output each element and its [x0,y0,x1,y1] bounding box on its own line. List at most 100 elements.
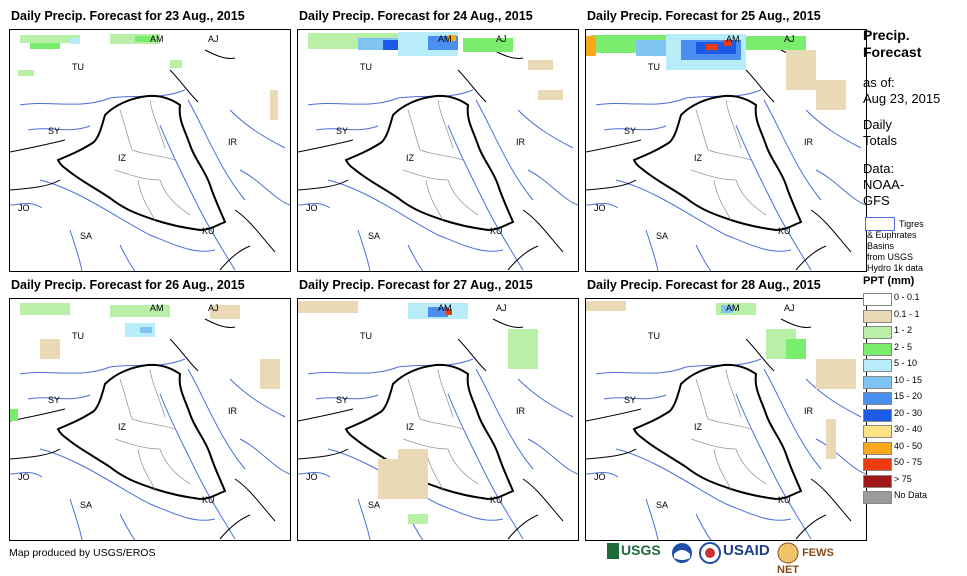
legend-swatch [863,458,892,471]
label-ir: IR [228,406,238,416]
legend-item: 1 - 2 [863,324,963,341]
label-am: AM [438,34,452,44]
label-am: AM [726,303,740,313]
panel-title: Daily Precip. Forecast for 28 Aug., 2015 [587,278,821,292]
basin-text: Tigres & Euphrates Basins from USGS Hydr… [863,219,963,274]
sidebar-title-line1: Precip. [863,27,910,43]
label-jo: JO [306,203,318,213]
map-graphic: AM AJ TU SY IZ IR JO SA KU [10,34,290,271]
forecast-panel-5: Daily Precip. Forecast for 27 Aug., 2015… [297,278,579,541]
legend-item: 50 - 75 [863,456,963,473]
label-sy: SY [336,126,348,136]
map-graphic: AM AJ TU SY IZ IR JO SA KU [298,301,578,540]
panel-title: Daily Precip. Forecast for 25 Aug., 2015 [587,9,821,23]
label-jo: JO [594,472,606,482]
label-sa: SA [80,500,92,510]
precip-map: AM AJ TU SY IZ IR JO SA KU [9,298,291,541]
as-of-date: Aug 23, 2015 [863,91,941,106]
label-sa: SA [656,231,668,241]
label-am: AM [150,34,164,44]
label-jo: JO [18,203,30,213]
label-tu: TU [72,331,84,341]
legend-swatch [863,359,892,372]
panel-title: Daily Precip. Forecast for 27 Aug., 2015 [299,278,533,292]
label-iz: IZ [118,153,127,163]
panel-title: Daily Precip. Forecast for 26 Aug., 2015 [11,278,245,292]
legend-label: 15 - 20 [894,391,923,401]
legend-item: 40 - 50 [863,440,963,457]
label-am: AM [438,303,452,313]
noaa-logo [671,542,693,568]
legend-swatch [863,326,892,339]
precip-map: AM AJ TU SY IZ IR JO SA KU [585,29,867,272]
label-ir: IR [804,137,814,147]
legend-swatch [863,293,892,306]
precip-map: AM AJ TU SY IZ IR JO SA KU [297,298,579,541]
legend-label: 40 - 50 [894,440,923,451]
totals-line1: Daily [863,117,892,132]
legend-item: 15 - 20 [863,390,963,407]
label-iz: IZ [694,153,703,163]
label-ku: KU [778,495,791,505]
basin-line3: Basins [867,241,895,251]
label-sy: SY [336,395,348,405]
label-ir: IR [516,137,526,147]
legend-swatch [863,309,892,323]
label-am: AM [726,34,740,44]
label-aj: AJ [496,34,507,44]
label-jo: JO [306,472,318,482]
basin-swatch [865,217,895,231]
legend-item: No Data [863,489,963,506]
label-ir: IR [804,406,814,416]
label-ku: KU [202,226,215,236]
legend-item: 0 - 0.1 [863,291,963,308]
totals-line2: Totals [863,133,897,148]
precip-cells [586,301,856,459]
label-sa: SA [368,500,380,510]
data-label: Data: [863,161,895,176]
label-tu: TU [648,331,660,341]
label-am: AM [150,303,164,313]
legend-item: 2 - 5 [863,341,963,358]
basin-line5: Hydro 1k data [867,263,924,273]
label-sy: SY [48,395,60,405]
legend-label: 10 - 15 [894,374,923,385]
forecast-panel-4: Daily Precip. Forecast for 26 Aug., 2015… [9,278,291,541]
forecast-panel-1: Daily Precip. Forecast for 23 Aug., 2015… [9,9,291,272]
fewsnet-logo: FEWS NET [777,542,853,576]
label-tu: TU [648,62,660,72]
legend-swatch [863,425,892,438]
label-ku: KU [490,226,503,236]
precip-cells [10,303,280,421]
precip-cells [586,34,846,110]
map-graphic: AM AJ TU SY IZ IR JO SA KU [298,32,578,271]
forecast-panel-6: Daily Precip. Forecast for 28 Aug., 2015… [585,278,867,541]
legend-label: 2 - 5 [894,341,913,352]
legend-swatch [863,441,892,455]
usgs-logo: USGS [607,542,661,568]
label-iz: IZ [406,422,415,432]
panel-title: Daily Precip. Forecast for 23 Aug., 2015 [11,9,245,23]
basin-line1: Tigres [899,219,924,229]
precip-map: AM AJ TU SY IZ IR JO SA KU [297,29,579,272]
legend-swatch [863,375,892,389]
legend-label: 5 - 10 [894,358,918,368]
map-graphic: AM AJ TU SY IZ IR JO SA KU [586,301,866,540]
label-ku: KU [490,495,503,505]
data-source-line2: GFS [863,193,890,208]
precip-map: AM AJ TU SY IZ IR JO SA KU [585,298,867,541]
label-iz: IZ [406,153,415,163]
legend-item: > 75 [863,473,963,490]
label-aj: AJ [784,303,795,313]
legend-swatch [863,392,892,405]
legend-swatch [863,342,892,356]
usaid-seal [699,542,721,568]
map-graphic: AM AJ TU SY IZ IR JO SA KU [10,303,290,540]
precip-cells [308,32,563,100]
label-aj: AJ [496,303,507,313]
legend-swatch [863,474,892,488]
label-aj: AJ [784,34,795,44]
label-tu: TU [360,331,372,341]
label-sa: SA [656,500,668,510]
legend-label: > 75 [894,473,912,484]
